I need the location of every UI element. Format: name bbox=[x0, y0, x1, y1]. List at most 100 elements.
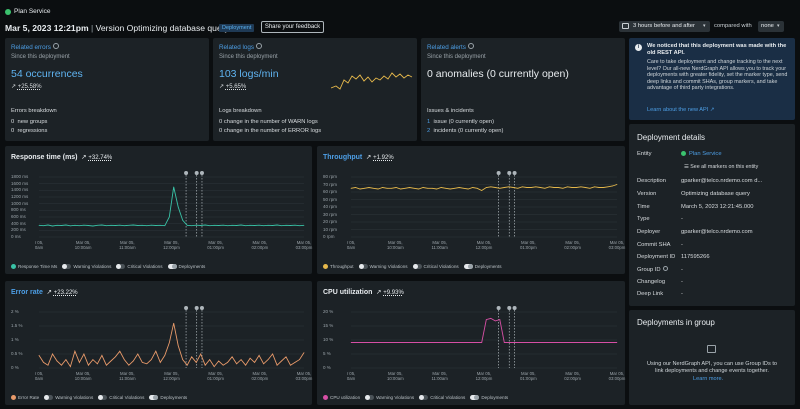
data-point bbox=[603, 342, 604, 343]
data-point bbox=[101, 355, 103, 356]
chart-title[interactable]: CPU utilization bbox=[323, 289, 373, 296]
y-tick-label: 70 rpm bbox=[323, 181, 338, 187]
data-point bbox=[364, 342, 365, 343]
warning-violations-toggle[interactable] bbox=[44, 395, 54, 401]
data-point bbox=[598, 187, 600, 188]
data-point bbox=[61, 225, 62, 226]
time-range-picker[interactable]: 3 hours before and after ▾ bbox=[619, 21, 710, 32]
learn-new-api-link[interactable]: Learn about the new API ↗ bbox=[647, 107, 715, 113]
deployment-details-panel: Deployment details Entity Plan Service ☰ … bbox=[629, 124, 795, 306]
related-alerts-title[interactable]: Related alerts bbox=[427, 43, 474, 51]
related-logs-title[interactable]: Related logs bbox=[219, 43, 263, 51]
data-point bbox=[449, 342, 451, 343]
data-point bbox=[276, 364, 278, 366]
y-tick-label: 0 ms bbox=[11, 234, 21, 239]
see-all-markers-link[interactable]: ☰ See all markers on this entity bbox=[684, 164, 759, 170]
data-point bbox=[254, 225, 255, 226]
deployment-marker[interactable] bbox=[496, 306, 501, 310]
data-point bbox=[431, 342, 433, 343]
info-icon[interactable] bbox=[52, 43, 59, 50]
deployments-toggle[interactable] bbox=[463, 264, 473, 270]
logs-rate: 103 logs/min bbox=[219, 68, 279, 80]
chart-plot[interactable] bbox=[5, 281, 312, 405]
data-point bbox=[263, 363, 264, 365]
warning-violations-toggle[interactable] bbox=[358, 264, 368, 270]
entity-name[interactable]: Plan Service bbox=[14, 8, 51, 15]
critical-violations-toggle[interactable] bbox=[412, 264, 422, 270]
data-point bbox=[526, 342, 528, 343]
deployment-marker[interactable] bbox=[507, 306, 512, 310]
x-tick-label: Mar 05, 02:00pm bbox=[251, 371, 269, 381]
deployment-marker[interactable] bbox=[194, 171, 199, 175]
warning-violations-toggle[interactable] bbox=[62, 264, 72, 270]
chart-change: +1.92% bbox=[373, 155, 394, 161]
chart-plot[interactable] bbox=[5, 146, 312, 274]
deployment-marker[interactable] bbox=[184, 171, 189, 175]
compare-select[interactable]: none ▾ bbox=[758, 21, 784, 32]
share-feedback-button[interactable]: Share your feedback bbox=[261, 21, 324, 33]
info-icon[interactable] bbox=[662, 266, 668, 271]
data-point bbox=[499, 319, 501, 320]
data-point bbox=[517, 187, 519, 189]
data-point bbox=[440, 342, 442, 343]
deployments-toggle-label: Deployments bbox=[178, 264, 206, 269]
data-point bbox=[222, 364, 224, 366]
data-point bbox=[267, 224, 269, 226]
data-point bbox=[382, 187, 383, 188]
deployments-toggle[interactable] bbox=[167, 264, 177, 270]
related-errors-title[interactable]: Related errors bbox=[11, 43, 59, 51]
critical-violations-toggle[interactable] bbox=[419, 395, 429, 401]
x-tick-label: Mar 05, 12:00pm bbox=[163, 371, 180, 381]
warning-violations-toggle[interactable] bbox=[365, 395, 375, 401]
deployment-marker[interactable] bbox=[496, 171, 501, 175]
deployment-marker[interactable] bbox=[199, 171, 204, 175]
x-tick-label: Mar 05, 10:00am bbox=[74, 240, 92, 250]
data-point bbox=[168, 342, 170, 344]
info-icon[interactable] bbox=[256, 43, 263, 50]
chart-title[interactable]: Throughput bbox=[323, 154, 363, 161]
data-point bbox=[56, 224, 58, 226]
entity-link[interactable]: Plan Service bbox=[689, 151, 722, 158]
issues-line[interactable]: 1 issue (0 currently open) bbox=[427, 119, 495, 125]
chart-title[interactable]: Response time (ms) bbox=[11, 154, 78, 161]
data-point bbox=[173, 322, 175, 324]
detail-row: Time March 5, 2023 12:21:45.000 bbox=[637, 204, 754, 210]
calendar-icon bbox=[622, 23, 629, 29]
group-text: Using our NerdGraph API, you can use Gro… bbox=[647, 361, 777, 374]
deployments-toggle[interactable] bbox=[470, 395, 480, 401]
logs-breakdown-title: Logs breakdown bbox=[219, 108, 262, 114]
chart-plot[interactable] bbox=[317, 281, 625, 405]
x-tick-label: r 05, 0am bbox=[346, 240, 356, 250]
data-point bbox=[290, 225, 291, 226]
x-tick-label: Mar 05, 12:00pm bbox=[475, 371, 493, 381]
chart-plot[interactable] bbox=[317, 146, 625, 274]
critical-violations-toggle[interactable] bbox=[98, 395, 108, 401]
data-point bbox=[576, 342, 577, 343]
incidents-line[interactable]: 2 incidents (0 currently open) bbox=[427, 128, 504, 134]
data-point bbox=[294, 224, 296, 226]
info-icon: i bbox=[635, 44, 642, 51]
y-tick-label: 1200 ms bbox=[11, 194, 29, 199]
deployment-marker[interactable] bbox=[184, 306, 189, 310]
data-point bbox=[562, 342, 564, 343]
deployments-toggle[interactable] bbox=[149, 395, 159, 401]
data-point bbox=[137, 225, 139, 226]
deployment-marker[interactable] bbox=[512, 306, 517, 310]
data-point bbox=[472, 342, 474, 343]
data-point bbox=[458, 187, 460, 188]
chart-panel: Throughput ↗ +1.92% 80 rpm 70 rpm 60 rpm 50 … bbox=[317, 146, 625, 274]
deployments-toggle-label: Deployments bbox=[474, 264, 502, 269]
warning-violations-toggle-label: Warning Violations bbox=[73, 264, 112, 269]
warning-violations-toggle-label: Warning Violations bbox=[55, 395, 94, 400]
learn-more-link[interactable]: Learn more. bbox=[693, 376, 724, 382]
chart-title[interactable]: Error rate bbox=[11, 289, 43, 296]
critical-violations-toggle[interactable] bbox=[116, 264, 126, 270]
info-icon[interactable] bbox=[467, 43, 474, 50]
deployment-marker[interactable] bbox=[199, 306, 204, 310]
deployment-marker[interactable] bbox=[512, 171, 517, 175]
group-icon bbox=[707, 345, 716, 353]
deployment-marker[interactable] bbox=[507, 171, 512, 175]
deployment-marker[interactable] bbox=[194, 306, 199, 310]
chart-header: Error rate ↗ +23.22% bbox=[11, 288, 78, 296]
data-point bbox=[146, 225, 148, 227]
